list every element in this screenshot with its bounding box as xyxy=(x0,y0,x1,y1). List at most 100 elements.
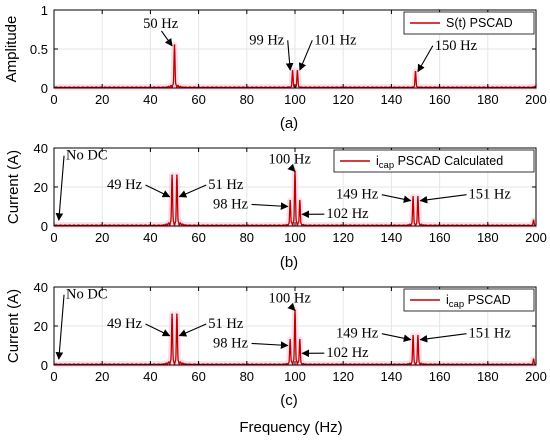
annotation-label: 49 Hz xyxy=(107,177,143,193)
legend-label: S(t) PSCAD xyxy=(446,16,513,30)
legend: S(t) PSCAD xyxy=(403,11,535,35)
annotation-label: No DC xyxy=(66,148,108,164)
peak-point xyxy=(176,174,178,177)
y-tick-label: 40 xyxy=(34,280,48,295)
peak-point xyxy=(176,313,178,316)
x-tick-label: 40 xyxy=(143,230,157,245)
annotation-label: 98 Hz xyxy=(213,196,249,212)
x-tick-label: 200 xyxy=(525,369,547,384)
annotation-arrow xyxy=(251,341,289,349)
legend-label: icap PSCAD Calculated xyxy=(376,154,503,171)
annotation-arrow xyxy=(160,30,173,47)
annotation-arrow xyxy=(178,323,207,337)
x-tick-label: 80 xyxy=(240,230,254,245)
x-tick-label: 100 xyxy=(284,230,306,245)
x-tick-label: 120 xyxy=(332,369,354,384)
legend-box xyxy=(403,11,535,35)
x-axis-label: Frequency (Hz) xyxy=(239,419,342,436)
peak-point xyxy=(289,199,291,202)
annotation-arrow xyxy=(178,184,207,198)
annotation-arrow xyxy=(55,155,65,221)
peak-point xyxy=(532,358,535,360)
panel-a: 0 20 40 60 80 100 120 140 160 180 200 0 0.5 1 Amplitud… xyxy=(3,3,547,132)
x-tick-label: 180 xyxy=(477,369,499,384)
annotation-label: 102 Hz xyxy=(326,206,369,222)
legend: icap PSCAD Calculated xyxy=(333,149,535,173)
y-tick-label: 1 xyxy=(41,3,48,18)
peak-point xyxy=(173,44,176,46)
annotation-label: 49 Hz xyxy=(107,316,143,332)
peak-point xyxy=(532,219,535,221)
annotation-label: 101 Hz xyxy=(314,32,357,48)
y-tick-label: 20 xyxy=(34,180,48,195)
annotation-label: 149 Hz xyxy=(336,187,379,203)
y-tick-label: 20 xyxy=(34,319,48,334)
x-tick-label: 0 xyxy=(50,369,57,384)
y-tick-label: 0 xyxy=(41,219,48,234)
x-tick-label: 40 xyxy=(143,92,157,107)
annotation-label: 151 Hz xyxy=(469,187,512,203)
y-axis-label: Current (A) xyxy=(5,150,22,224)
annotation-arrow xyxy=(287,163,296,172)
annotation-label: No DC xyxy=(66,287,108,303)
annotation-label: 149 Hz xyxy=(336,326,379,342)
x-tick-label: 20 xyxy=(95,92,109,107)
peak-point xyxy=(417,195,419,198)
x-tick-label: 80 xyxy=(240,369,254,384)
annotation-label: 98 Hz xyxy=(213,335,249,351)
x-tick-label: 100 xyxy=(284,92,306,107)
annotation-arrow xyxy=(145,323,171,337)
peak-point xyxy=(414,70,417,73)
annotation-arrow xyxy=(285,40,294,71)
x-tick-label: 20 xyxy=(95,369,109,384)
peak-point xyxy=(296,70,299,72)
peak-point xyxy=(299,199,301,202)
annotation-arrow xyxy=(419,333,467,343)
panel-b: 0 20 40 60 80 100 120 140 160 180 200 0 20 40 Current … xyxy=(5,141,547,271)
x-tick-label: 120 xyxy=(332,230,354,245)
y-tick-label: 40 xyxy=(34,141,48,156)
x-tick-label: 180 xyxy=(477,92,499,107)
x-tick-label: 0 xyxy=(50,230,57,245)
annotation-label: 50 Hz xyxy=(143,16,179,32)
annotation-label: 51 Hz xyxy=(208,316,244,332)
legend: icap PSCAD xyxy=(403,288,535,312)
annotation-label: 99 Hz xyxy=(249,32,285,48)
peak-point xyxy=(289,338,291,341)
legend-label: icap PSCAD xyxy=(446,293,511,310)
x-tick-label: 160 xyxy=(429,92,451,107)
x-tick-label: 60 xyxy=(191,369,205,384)
x-tick-label: 40 xyxy=(143,369,157,384)
subplot-caption: (a) xyxy=(280,115,298,132)
annotation-label: 102 Hz xyxy=(326,345,369,361)
peak-point xyxy=(412,195,414,198)
x-tick-label: 20 xyxy=(95,230,109,245)
x-tick-label: 200 xyxy=(525,92,547,107)
x-tick-label: 160 xyxy=(429,230,451,245)
y-axis-label: Amplitude xyxy=(3,16,20,83)
x-tick-label: 100 xyxy=(284,369,306,384)
peak-point xyxy=(291,70,294,72)
peak-point xyxy=(171,313,173,316)
x-tick-label: 140 xyxy=(381,230,403,245)
annotation-label: 100 Hz xyxy=(268,152,311,168)
peak-point xyxy=(412,334,414,337)
peak-point xyxy=(417,334,419,337)
x-tick-label: 200 xyxy=(525,230,547,245)
peak-point xyxy=(299,338,301,341)
peak-point xyxy=(171,174,173,177)
annotation-arrow xyxy=(145,184,171,198)
x-tick-label: 140 xyxy=(381,369,403,384)
annotation-arrow xyxy=(381,333,412,343)
legend-box xyxy=(403,288,535,312)
annotation-arrow xyxy=(417,45,434,73)
annotation-label: 150 Hz xyxy=(435,38,478,54)
annotation-arrow xyxy=(55,294,65,360)
y-tick-label: 0 xyxy=(41,81,48,96)
x-tick-label: 60 xyxy=(191,92,205,107)
annotation-label: 151 Hz xyxy=(469,326,512,342)
x-tick-label: 60 xyxy=(191,230,205,245)
peak-point xyxy=(533,85,536,88)
x-tick-label: 180 xyxy=(477,230,499,245)
